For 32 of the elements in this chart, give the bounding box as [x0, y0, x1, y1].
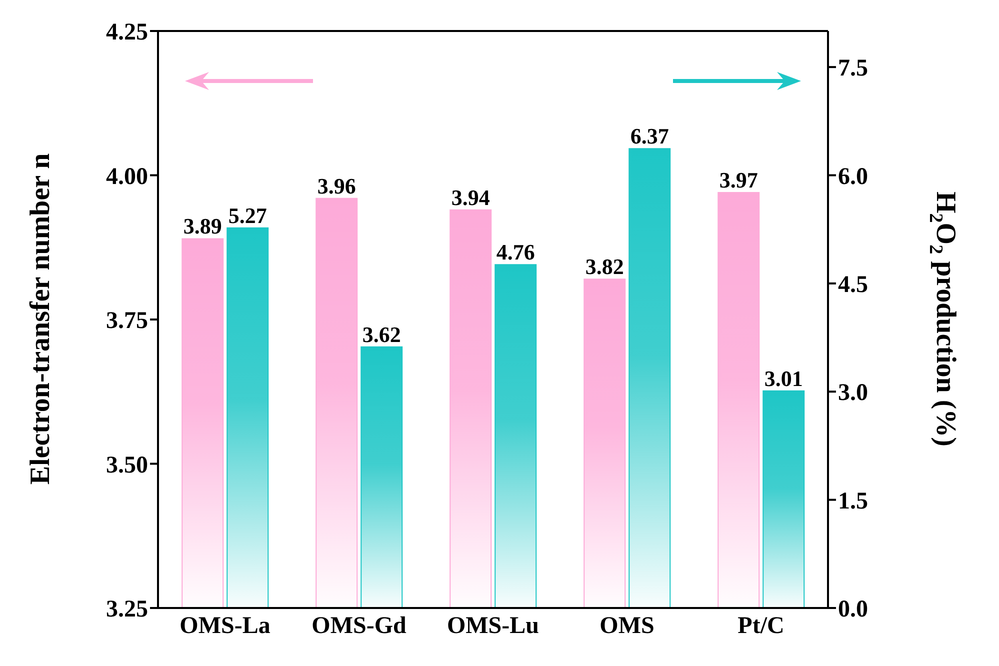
data-label: 3.94 — [451, 184, 490, 210]
y2-tick-label: 7.5 — [838, 56, 868, 82]
data-label: 3.96 — [317, 173, 356, 198]
y2-tick-label: 0.0 — [838, 596, 868, 623]
data-label: 3.82 — [585, 254, 624, 280]
data-label: 3.62 — [362, 322, 401, 347]
bar — [360, 346, 403, 608]
y-tick-label: 3.25 — [106, 596, 148, 623]
y2-tick-label: 3.0 — [838, 380, 868, 406]
data-label: 3.01 — [764, 366, 803, 391]
bar — [226, 227, 269, 608]
x-tick-label: OMS-Lu — [446, 613, 540, 640]
x-tick-label: Pt/C — [738, 613, 784, 640]
bar — [494, 264, 537, 608]
data-label: 6.37 — [630, 124, 669, 149]
data-label: 3.89 — [183, 214, 222, 239]
data-label: 3.97 — [719, 168, 758, 193]
data-label: 5.27 — [228, 202, 267, 228]
y2-tick-label: 6.0 — [838, 164, 868, 190]
data-label: 4.76 — [496, 240, 535, 265]
y2-tick-label: 1.5 — [838, 488, 868, 514]
bar — [762, 390, 805, 608]
y-tick-label: 3.50 — [106, 452, 148, 478]
bar — [628, 148, 671, 608]
y2-tick-label: 4.5 — [838, 272, 868, 298]
y-tick-label: 4.25 — [106, 20, 148, 46]
y-axis-title: Electron-transfer number n — [24, 152, 56, 485]
y-tick-label: 3.75 — [106, 308, 148, 334]
x-tick-label: OMS — [600, 613, 654, 640]
x-tick-label: OMS-Gd — [312, 613, 407, 640]
y-tick-label: 4.00 — [106, 164, 148, 190]
x-tick-label: OMS-La — [180, 613, 270, 640]
